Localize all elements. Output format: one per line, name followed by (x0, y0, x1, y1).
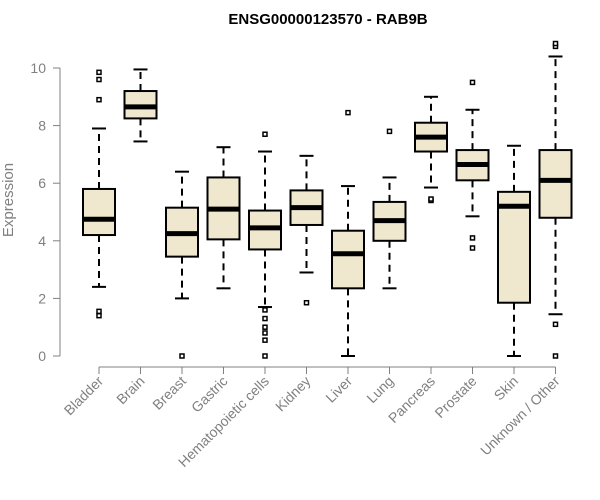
box-unknown-other (538, 40, 573, 359)
y-tick-label: 4 (38, 233, 46, 249)
box-iqr (82, 187, 116, 237)
box-brain (123, 68, 158, 143)
box-iqr (331, 229, 365, 290)
outlier-point (262, 324, 268, 330)
boxes-group (82, 40, 573, 359)
box-gastric (206, 146, 241, 290)
x-tick-label: Breast (149, 373, 189, 413)
chart-title: ENSG00000123570 - RAB9B (228, 11, 427, 28)
outlier-point (262, 330, 268, 336)
outlier-point (96, 69, 102, 76)
box-iqr (497, 190, 531, 304)
y-tick-label: 6 (38, 175, 46, 191)
outlier-point (552, 40, 559, 47)
outlier-point (262, 353, 268, 359)
outlier-point (96, 96, 102, 103)
x-tick-label: Prostate (431, 373, 479, 421)
outlier-point (96, 308, 102, 315)
box-skin (497, 144, 531, 357)
outlier-point (428, 196, 434, 202)
box-liver (331, 109, 365, 357)
x-tick-label: Brain (113, 373, 147, 407)
outlier-point (552, 321, 559, 328)
outlier-point (469, 79, 476, 86)
y-tick-label: 0 (38, 348, 46, 364)
box-breast (165, 170, 199, 359)
outlier-point (96, 312, 102, 319)
outlier-point (262, 131, 268, 137)
box-prostate (455, 79, 490, 251)
y-tick-label: 2 (38, 290, 46, 306)
outlier-point (262, 315, 268, 322)
outlier-point (179, 353, 185, 359)
y-axis: 0 2 4 6 8 10 (30, 60, 61, 364)
outlier-point (262, 337, 268, 343)
outlier-point (345, 109, 351, 116)
outlier-point (469, 235, 476, 241)
x-tick-label: Unknown / Other (477, 373, 563, 459)
outlier-point (386, 128, 393, 135)
x-tick-label: Kidney (272, 373, 314, 415)
box-pancreas (414, 95, 448, 204)
y-tick-label: 8 (38, 118, 46, 134)
y-tick-label: 10 (30, 60, 46, 76)
outlier-point (303, 299, 310, 306)
box-iqr (538, 149, 573, 219)
outlier-point (96, 76, 102, 83)
y-axis-label: Expression (0, 163, 17, 237)
box-lung (372, 128, 407, 290)
outlier-point (262, 307, 268, 313)
x-tick-label: Liver (322, 373, 355, 406)
x-tick-label: Skin (491, 373, 522, 404)
box-kidney (289, 154, 324, 306)
box-bladder (82, 69, 116, 319)
box-hematopoietic-cells (248, 131, 282, 359)
x-tick-label: Bladder (61, 373, 107, 419)
x-tick-label: Lung (363, 373, 396, 406)
outlier-point (552, 353, 559, 359)
outlier-point (469, 245, 476, 251)
